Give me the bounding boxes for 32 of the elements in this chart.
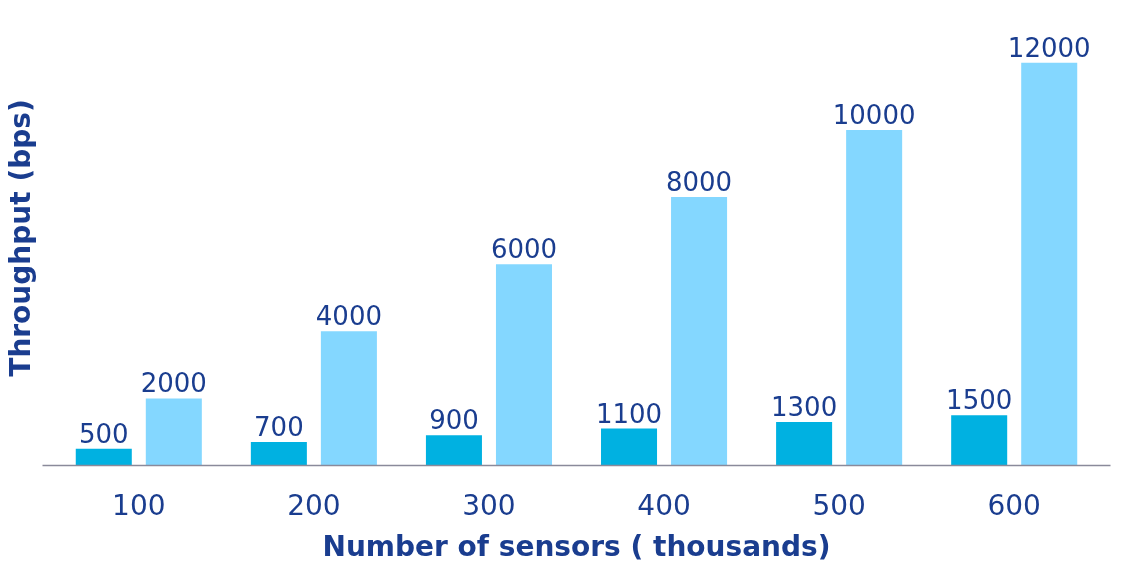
data-label: 1500 bbox=[946, 385, 1013, 416]
bar bbox=[671, 197, 728, 466]
data-label: 6000 bbox=[490, 234, 558, 265]
bar bbox=[846, 129, 903, 466]
bar bbox=[776, 421, 833, 466]
y-axis-title: Throughput (bps) bbox=[3, 99, 37, 377]
data-label: 1100 bbox=[595, 398, 663, 429]
x-tick-label: 300 bbox=[462, 488, 516, 522]
bar bbox=[320, 331, 377, 466]
bar bbox=[951, 415, 1008, 466]
bar bbox=[425, 435, 482, 466]
data-label: 700 bbox=[254, 412, 304, 443]
data-label: 12000 bbox=[1007, 32, 1091, 63]
x-tick-label: 100 bbox=[112, 488, 166, 522]
x-tick-label: 600 bbox=[987, 488, 1041, 522]
data-label: 2000 bbox=[140, 368, 207, 399]
bar bbox=[601, 428, 658, 466]
bar bbox=[145, 398, 202, 466]
data-label: 1300 bbox=[771, 391, 838, 422]
bar bbox=[1021, 62, 1078, 466]
bar bbox=[250, 442, 307, 466]
data-label: 500 bbox=[78, 418, 129, 449]
data-label: 4000 bbox=[315, 301, 382, 332]
x-axis-title: Number of sensors ( thousands) bbox=[322, 529, 831, 563]
bar bbox=[495, 264, 552, 466]
bar bbox=[75, 448, 132, 466]
data-label: 900 bbox=[429, 405, 479, 436]
data-label: 10000 bbox=[832, 99, 916, 130]
x-tick-label: 400 bbox=[637, 488, 691, 522]
data-label: 8000 bbox=[665, 167, 733, 198]
x-tick-label: 500 bbox=[812, 488, 866, 522]
x-tick-label: 200 bbox=[287, 488, 341, 522]
